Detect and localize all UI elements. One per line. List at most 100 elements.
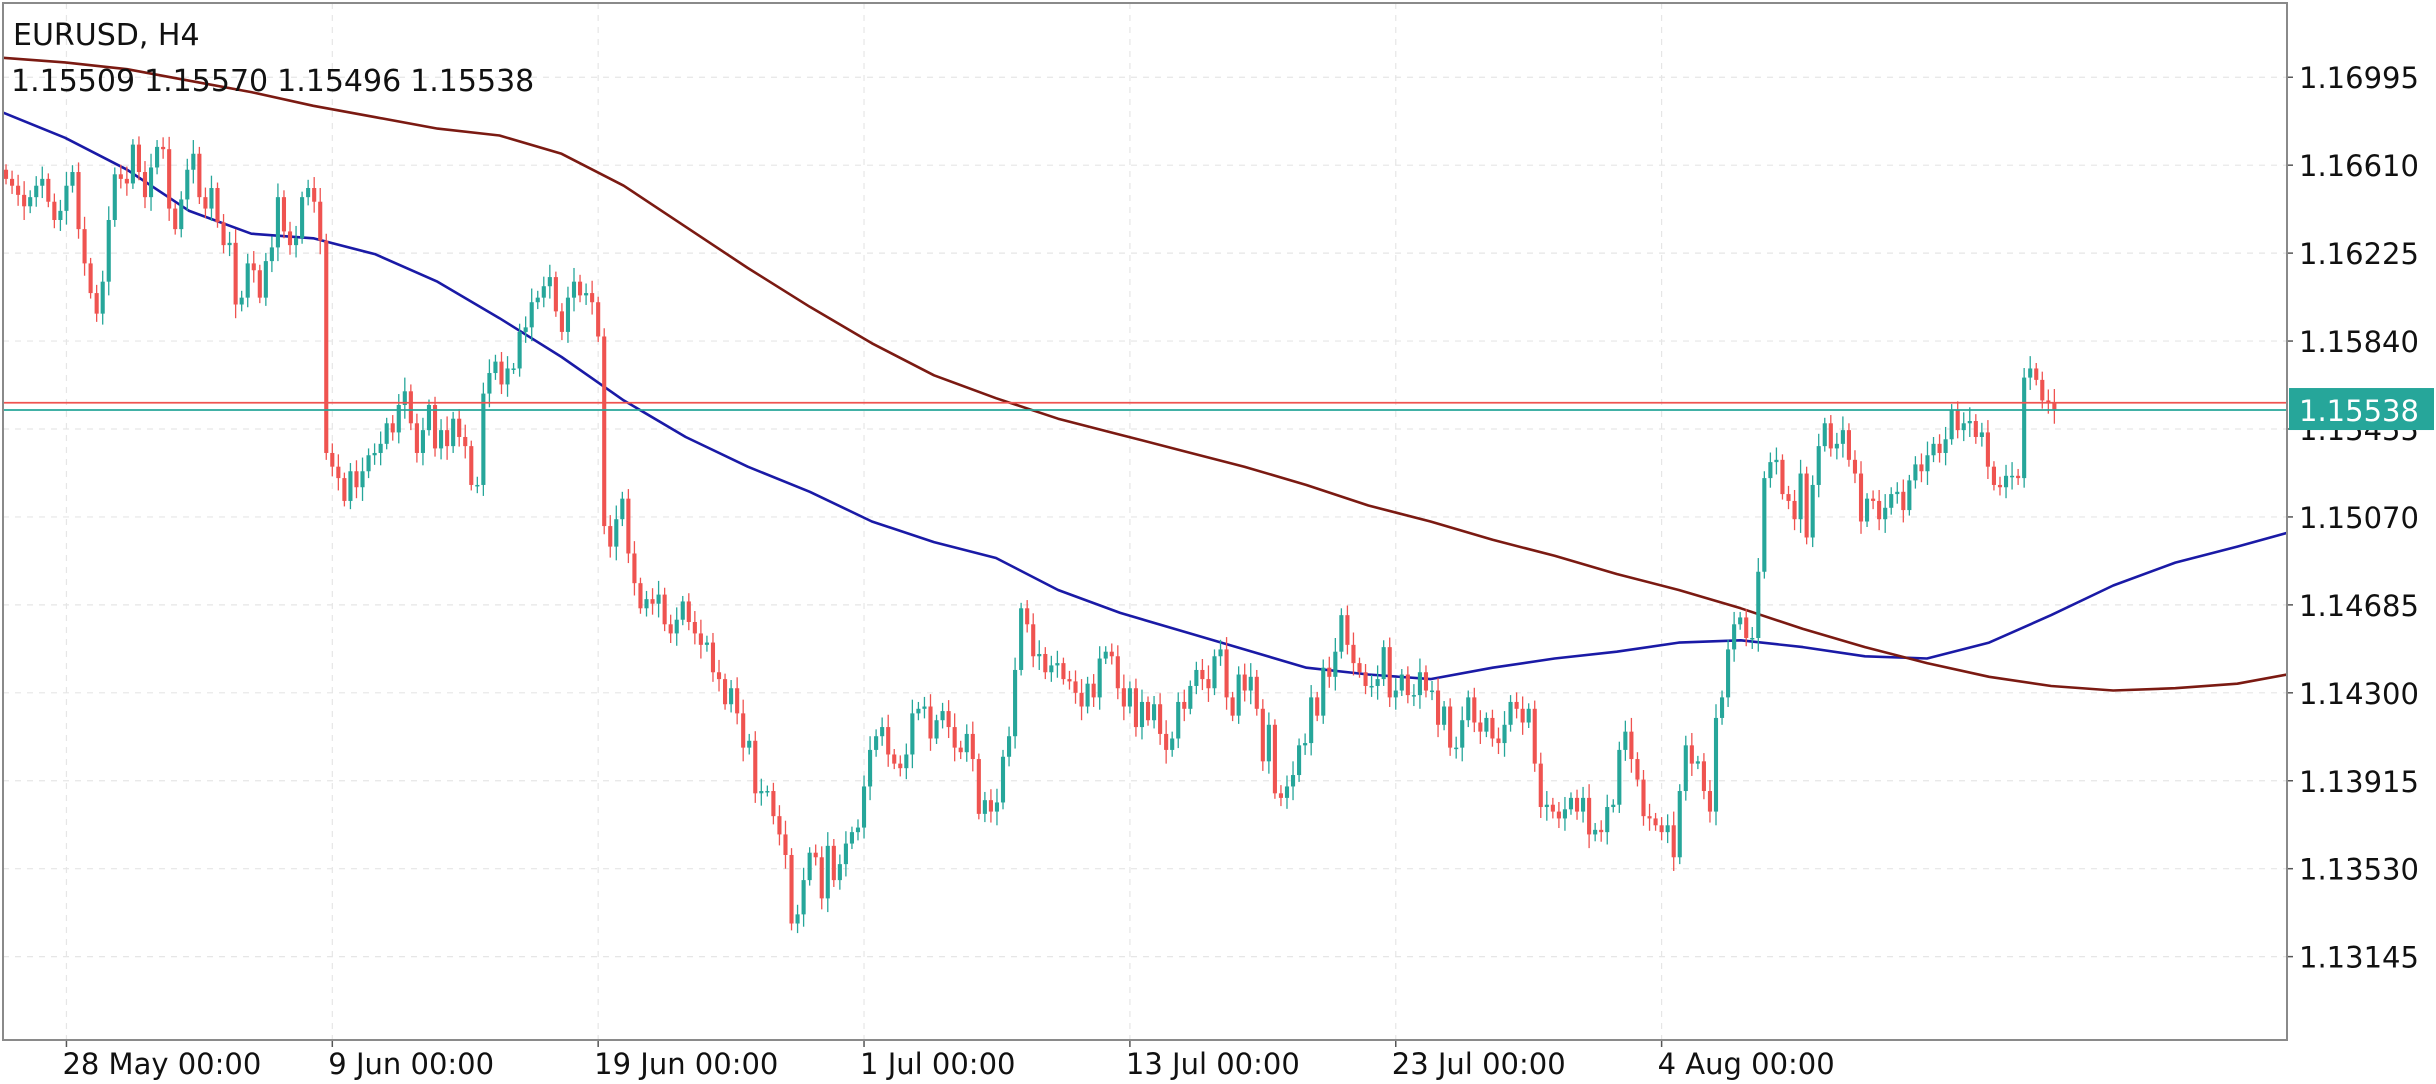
candle-body [1810,484,1815,538]
candle-body [1641,779,1646,817]
candle-body [1520,708,1525,723]
candle-body [1115,656,1120,689]
candle-body [1387,647,1392,698]
candle-body [1333,651,1338,677]
candle-body [1448,706,1453,748]
candle-body [994,802,1000,812]
candle-body [1726,649,1731,698]
candle-body [1055,663,1060,666]
candle-body [849,832,855,844]
candle-body [1188,685,1193,709]
candle-body [1417,672,1422,696]
candle-body [445,430,450,447]
candle-body [1393,690,1398,698]
candle-body [1677,791,1682,858]
candle-body [1170,738,1175,750]
ma-fast-line [2,111,2288,681]
candle-body [469,446,474,485]
candle-body [16,185,21,195]
candle-body [868,749,873,787]
candle-body [106,219,111,282]
candle-body [336,466,341,479]
ohlc-close: 1.15538 [410,64,535,99]
candle-body [1556,811,1561,819]
candle-body [1025,608,1030,625]
candle-body [1786,494,1791,501]
grid [3,3,2287,1040]
candle-body [10,178,15,186]
candle-body [1049,665,1054,673]
candle-body [58,210,63,220]
y-tick-label: 1.15070 [2299,501,2419,535]
candle-body [1224,649,1229,698]
candle-body [281,197,287,232]
candle-body [245,263,250,298]
candle-body [596,302,601,337]
y-tick-label: 1.13915 [2299,765,2419,799]
candle-body [348,471,353,501]
symbol-title: EURUSD, H4 [13,18,200,53]
candle-body [1774,459,1779,463]
candle-body [1865,498,1870,522]
candle-body [934,720,939,739]
candle-body [499,361,504,385]
y-tick-label: 1.16610 [2299,149,2419,183]
candle-body [1804,473,1809,538]
candle-body [191,153,196,170]
candle-body [227,242,232,246]
candle-body [1490,717,1495,739]
candle-body [855,827,861,833]
candle-body [3,169,9,179]
candle-body [148,167,154,198]
candle-body [553,277,558,312]
candle-body [1321,667,1326,716]
candle-body [1605,807,1610,833]
candle-body [1526,708,1531,723]
candle-body [843,843,848,865]
candle-body [668,624,673,634]
candle-body [1617,749,1622,805]
candle-body [1309,697,1314,744]
candle-body [1973,420,1978,437]
candle-body [1562,809,1567,819]
candle-body [1176,701,1181,739]
candle-body [892,754,897,764]
candle-body [946,711,951,728]
candle-body [910,713,915,755]
candle-body [1242,674,1247,691]
candle-body [457,418,462,437]
candle-body [1369,685,1374,688]
candle-body [837,864,842,881]
candle-body [1152,704,1157,721]
candle-body [1550,804,1555,812]
candle-body [1683,745,1688,792]
candle-body [813,852,818,858]
candle-body [1496,738,1501,744]
candle-body [330,452,335,467]
candle-body [735,688,740,714]
candle-body [1508,701,1513,725]
candle-body [1121,688,1126,707]
candle-body [1768,462,1773,479]
candle-body [1732,624,1737,650]
candle-body [94,293,99,314]
candle-body [1139,701,1145,728]
candle-body [1707,791,1713,812]
candle-body [1194,669,1199,686]
candle-body [1762,478,1767,572]
candle-body [916,708,921,714]
candle-body [1145,701,1151,721]
candle-body [1828,423,1833,449]
candle-body [203,197,208,209]
candle-body [173,208,178,230]
candle-body [1949,409,1954,440]
candle-body [1006,736,1012,757]
candle-body [1266,724,1271,762]
candle-body [1665,825,1670,833]
y-tick-label: 1.16225 [2299,237,2419,271]
candle-body [1840,430,1845,444]
candle-body [529,302,534,328]
candle-body [1164,733,1169,750]
plot-area [3,3,2287,1040]
